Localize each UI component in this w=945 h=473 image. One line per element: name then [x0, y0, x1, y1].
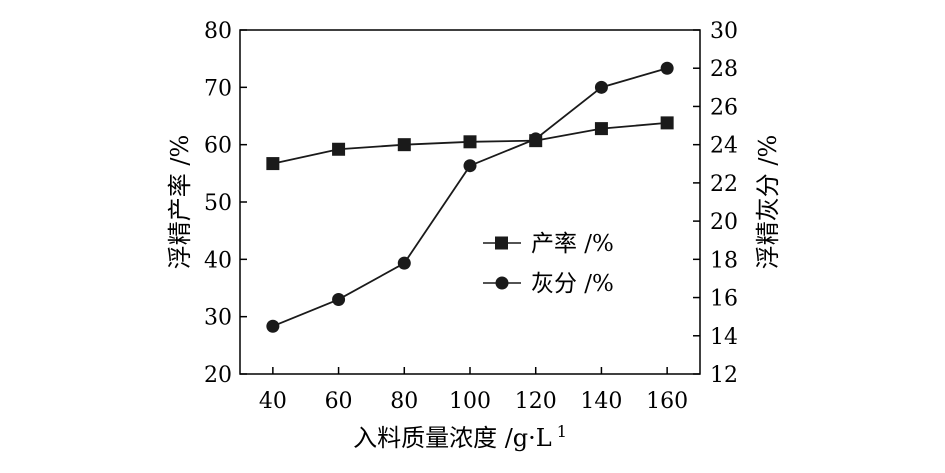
y2-tick-label: 14 [710, 325, 738, 350]
plot-frame [239, 29, 701, 375]
legend-label-yield: 产率 /% [531, 231, 614, 257]
ash-data-point [397, 256, 411, 270]
x-axis-title-sup: 1 [557, 422, 567, 441]
y-axis-left: 20 30 40 50 60 70 80 [204, 19, 247, 388]
x-tick-label: 140 [580, 389, 622, 414]
y-axis-right: 12 14 16 18 20 22 24 26 28 30 [693, 19, 738, 388]
x-tick-label: 100 [449, 389, 491, 414]
ash-data-point [332, 292, 346, 306]
x-tick-label: 60 [325, 389, 353, 414]
yield-data-point [266, 157, 280, 171]
x-tick-label: 40 [259, 389, 287, 414]
ash-data-point [463, 159, 477, 173]
y-axis-right-title: 浮精灰分 /% [754, 135, 782, 270]
y2-tick-label: 16 [710, 287, 738, 312]
x-axis-title-main: 入料质量浓度 /g·L [353, 424, 552, 452]
legend-marker-yield [495, 236, 508, 250]
y-axis-left-title: 浮精产率 /% [166, 135, 194, 270]
ash-data-point [266, 319, 280, 333]
y2-tick-label: 26 [710, 95, 738, 120]
y2-tick-label: 20 [710, 210, 738, 235]
y2-tick-label: 28 [710, 57, 738, 82]
y2-tick-label: 22 [710, 172, 738, 197]
x-axis-title: 入料质量浓度 /g·L 1 [353, 422, 567, 452]
x-tick-label: 120 [515, 389, 557, 414]
yield-data-point [463, 135, 477, 149]
y-tick-label: 30 [204, 306, 232, 331]
y-tick-label: 50 [204, 191, 232, 216]
x-axis: 40 60 80 100 120 140 160 [259, 367, 688, 414]
legend: 产率 /% 灰分 /% [483, 231, 614, 297]
y2-tick-label: 12 [710, 363, 738, 388]
legend-marker-ash [495, 276, 509, 290]
y-tick-label: 20 [204, 363, 232, 388]
y2-tick-label: 18 [710, 248, 738, 273]
y-tick-label: 80 [204, 19, 232, 44]
ash-data-point [594, 80, 608, 94]
ash-data-point [529, 132, 543, 146]
yield-data-point [397, 138, 411, 152]
y-tick-label: 40 [204, 248, 232, 273]
y-tick-label: 60 [204, 134, 232, 159]
x-tick-label: 160 [646, 389, 688, 414]
yield-data-point [660, 116, 674, 130]
x-tick-label: 80 [390, 389, 418, 414]
series-layer [266, 61, 674, 333]
y2-tick-label: 30 [710, 19, 738, 44]
y-tick-label: 70 [204, 76, 232, 101]
yield-data-point [332, 142, 346, 156]
yield-data-point [594, 122, 608, 136]
legend-label-ash: 灰分 /% [531, 271, 614, 297]
y2-tick-label: 24 [710, 134, 738, 159]
ash-data-point [660, 61, 674, 75]
